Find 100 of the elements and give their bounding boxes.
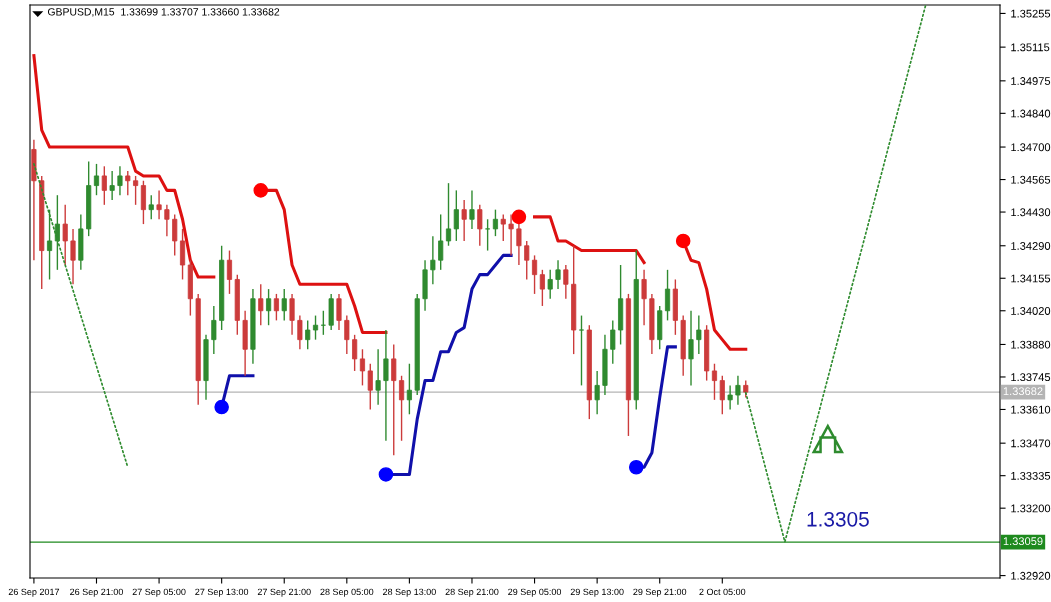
point [511, 209, 527, 225]
candlestick [281, 288, 287, 322]
candlestick [430, 235, 436, 285]
x-tick-label: 28 Sep 21:00 [445, 588, 499, 597]
candlestick [531, 254, 538, 295]
candlestick [297, 314, 303, 350]
candlestick [266, 288, 272, 326]
candlestick [109, 170, 115, 201]
y-tick-label: 1.35115 [1011, 43, 1050, 52]
x-tick-label: 2 Oct 05:00 [699, 588, 746, 596]
candlestick [391, 343, 397, 456]
y-tick-label: 1.33200 [1011, 504, 1051, 513]
y-tick-label: 1.34700 [1011, 143, 1051, 152]
candlestick [485, 218, 491, 252]
y-tick-label: 1.33745 [1011, 373, 1051, 382]
candlestick [289, 293, 295, 336]
candlestick [399, 375, 405, 442]
x-tick-label: 28 Sep 05:00 [320, 588, 374, 597]
chart-title: GBPUSD,M15 1.33699 1.33707 1.33660 1.33682 [47, 8, 280, 17]
candlestick [688, 310, 694, 387]
ref-line-label: 1.33682 [1003, 387, 1043, 396]
point [214, 399, 229, 415]
candlestick [273, 293, 279, 322]
y-tick-label: 1.34430 [1011, 208, 1051, 217]
candlestick [555, 259, 561, 290]
candlestick [594, 370, 600, 415]
candlestick [453, 189, 459, 242]
candlestick [46, 208, 53, 281]
candlestick [469, 189, 475, 230]
x-tick-label: 29 Sep 05:00 [508, 588, 562, 597]
line-series [32, 54, 216, 279]
x-tick-label: 26 Sep 21:00 [70, 588, 123, 597]
y-tick-label: 1.35255 [1011, 9, 1051, 18]
candlestick [336, 293, 342, 331]
point [675, 233, 691, 249]
candlestick [445, 182, 452, 247]
candlestick [547, 269, 553, 300]
candlestick [524, 240, 530, 281]
candlestick [578, 314, 585, 387]
candlestick [438, 213, 444, 271]
candlestick [62, 204, 68, 266]
candlestick [125, 170, 131, 196]
y-tick-label: 1.34290 [1011, 242, 1051, 250]
candlestick [641, 269, 647, 326]
candlestick [258, 283, 264, 326]
candlestick [93, 163, 100, 196]
candlestick [344, 314, 350, 355]
y-tick-label: 1.33335 [1011, 471, 1051, 480]
candlestick [312, 314, 319, 341]
x-tick-label: 29 Sep 13:00 [570, 588, 624, 597]
candlestick [117, 165, 123, 196]
candlestick [148, 194, 154, 220]
ref-line-label: 1.33059 [1003, 537, 1043, 546]
y-tick-label: 1.32920 [1011, 571, 1051, 580]
candlestick [477, 204, 483, 247]
y-tick-label: 1.34020 [1011, 307, 1051, 315]
candlestick [54, 194, 60, 271]
x-tick-label: 27 Sep 21:00 [257, 588, 311, 597]
candlestick [383, 329, 389, 442]
candlestick [610, 319, 616, 365]
candlestick [735, 375, 741, 406]
candlestick [492, 208, 499, 237]
point [378, 467, 394, 482]
candlestick [359, 348, 366, 387]
y-tick-label: 1.34840 [1011, 109, 1051, 118]
candlestick [164, 204, 170, 237]
y-tick-label: 1.34155 [1011, 274, 1051, 283]
x-tick-label: 27 Sep 05:00 [132, 588, 186, 597]
candlestick [508, 213, 514, 257]
candlestick [133, 175, 139, 206]
candlestick [539, 269, 545, 307]
candlestick [101, 165, 107, 206]
candlestick [406, 363, 412, 415]
point [628, 459, 644, 475]
annotation: 1.3305 [807, 511, 869, 527]
candlestick [711, 363, 718, 401]
candlestick [226, 249, 233, 295]
y-tick-label: 1.33470 [1011, 439, 1051, 448]
x-tick-label: 28 Sep 13:00 [383, 588, 436, 597]
candlestick [305, 319, 311, 350]
candlestick [696, 314, 702, 355]
x-tick-label: 27 Sep 13:00 [195, 588, 249, 597]
candlestick [664, 269, 671, 322]
candlestick [156, 189, 162, 220]
candlestick [727, 384, 733, 411]
line-series [533, 215, 646, 265]
y-tick-label: 1.34565 [1011, 175, 1051, 184]
candlestick [461, 199, 467, 242]
point [253, 183, 269, 198]
candlestick [375, 348, 381, 406]
candlestick [70, 228, 76, 285]
y-tick-label: 1.33880 [1011, 340, 1051, 349]
candlestick [563, 264, 569, 300]
candlestick [352, 334, 358, 372]
candlestick [719, 375, 725, 415]
candlestick [516, 223, 522, 266]
candlestick [367, 363, 373, 411]
candlestick [500, 213, 506, 242]
x-tick-label: 29 Sep 21:00 [633, 588, 687, 597]
candlestick [172, 213, 178, 257]
